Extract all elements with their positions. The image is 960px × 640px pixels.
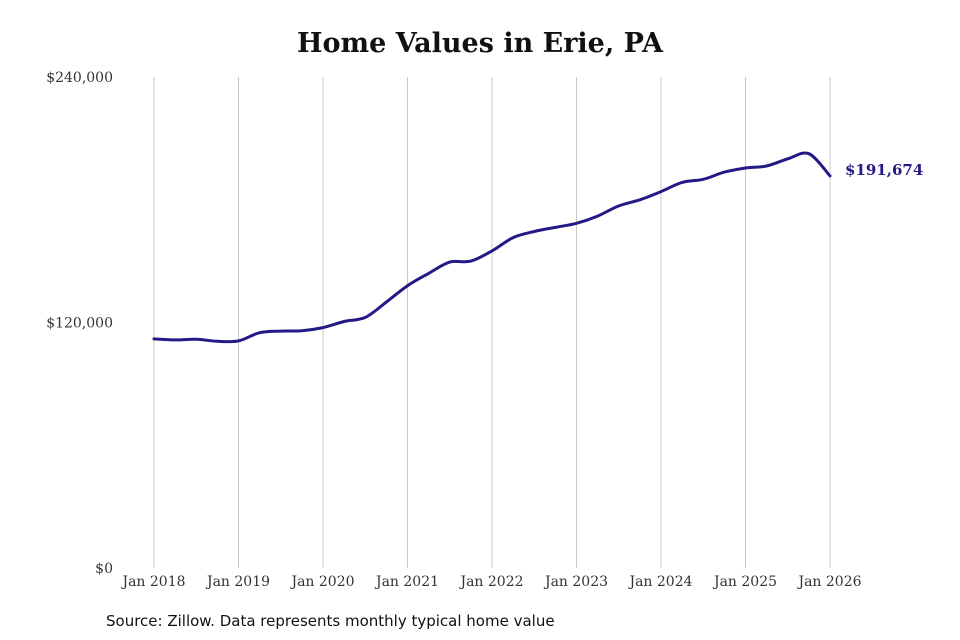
series-layer bbox=[152, 151, 832, 344]
end-value-label: $191,674 bbox=[845, 161, 923, 179]
y-axis: $0 $120,000 $240,000 bbox=[46, 70, 113, 577]
x-tick-label: Jan 2019 bbox=[205, 574, 270, 590]
source-note: Source: Zillow. Data represents monthly … bbox=[106, 612, 555, 630]
x-tick-label: Jan 2022 bbox=[458, 574, 523, 590]
data-labels: $191,674 bbox=[845, 161, 923, 179]
gridlines bbox=[153, 77, 831, 568]
x-tick-label: Jan 2024 bbox=[627, 574, 692, 590]
x-tick-label: Jan 2018 bbox=[120, 574, 185, 590]
y-tick-label: $240,000 bbox=[46, 70, 113, 86]
chart-title: Home Values in Erie, PA bbox=[297, 28, 663, 59]
x-tick-label: Jan 2026 bbox=[796, 574, 861, 590]
x-tick-label: Jan 2023 bbox=[543, 574, 608, 590]
x-tick-label: Jan 2025 bbox=[712, 574, 777, 590]
y-tick-label: $0 bbox=[95, 561, 113, 577]
series-line bbox=[152, 151, 832, 344]
x-axis: Jan 2018 Jan 2019 Jan 2020 Jan 2021 Jan 2022… bbox=[120, 574, 861, 590]
y-tick-label: $120,000 bbox=[46, 316, 113, 332]
x-tick-label: Jan 2021 bbox=[374, 574, 439, 590]
x-tick-label: Jan 2020 bbox=[289, 574, 354, 590]
